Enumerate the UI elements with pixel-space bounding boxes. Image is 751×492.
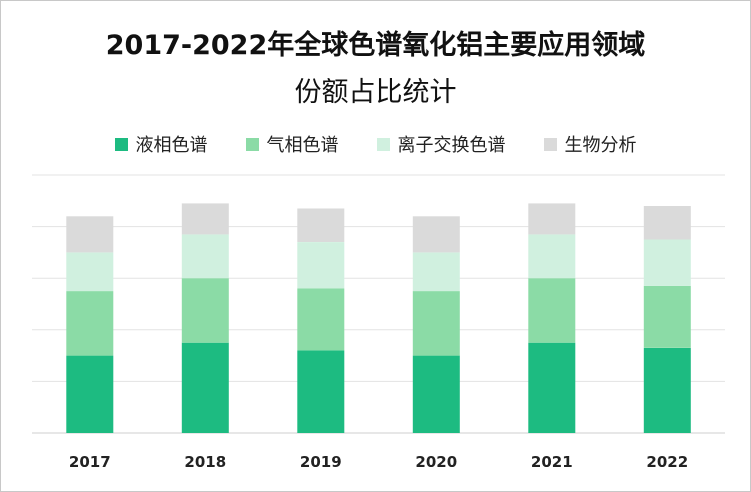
x-tick-label: 2022: [646, 453, 688, 471]
bar-segment: [528, 203, 576, 235]
legend-swatch: [543, 137, 557, 151]
legend-swatch: [245, 137, 259, 151]
bar-segment: [297, 242, 345, 289]
bar-segment: [412, 355, 460, 433]
bars: [66, 203, 691, 433]
bar-segment: [297, 208, 345, 242]
legend-item-ion-exchange: 离子交换色谱: [376, 131, 506, 157]
x-tick-label: 2020: [415, 453, 457, 471]
bar-segment: [66, 252, 114, 292]
x-axis-ticks: 2017 2018 2019 2020 2021 2022: [69, 453, 688, 471]
bar-segment: [297, 288, 345, 351]
bar-segment: [528, 278, 576, 343]
bar-segment: [643, 206, 691, 240]
bar-segment: [66, 355, 114, 433]
legend-item-gas: 气相色谱: [245, 131, 339, 157]
x-tick-label: 2019: [300, 453, 342, 471]
bar-segment: [643, 239, 691, 286]
bar-segment: [528, 342, 576, 433]
gridlines: [32, 174, 725, 434]
x-tick-label: 2021: [531, 453, 573, 471]
legend-swatch: [376, 137, 390, 151]
legend-label: 液相色谱: [135, 135, 208, 156]
bar-segment: [643, 347, 691, 433]
bar-segment: [643, 285, 691, 348]
bar-segment: [412, 216, 460, 253]
bar-segment: [412, 291, 460, 356]
legend-label: 生物分析: [564, 135, 637, 156]
bar-segment: [297, 350, 345, 433]
bar-segment: [181, 234, 229, 279]
bar-segment: [181, 342, 229, 433]
bar-segment: [66, 216, 114, 253]
legend: 液相色谱 气相色谱 离子交换色谱 生物分析: [0, 131, 751, 157]
bar-segment: [66, 291, 114, 356]
legend-label: 离子交换色谱: [397, 135, 506, 156]
bar-segment: [181, 278, 229, 343]
x-tick-label: 2017: [69, 453, 111, 471]
x-tick-label: 2018: [184, 453, 226, 471]
bar-segment: [412, 252, 460, 292]
bar-segment: [181, 203, 229, 235]
bar-segment: [528, 234, 576, 279]
legend-item-liquid: 液相色谱: [114, 131, 208, 157]
legend-item-bioanalysis: 生物分析: [543, 131, 637, 157]
legend-label: 气相色谱: [266, 135, 339, 156]
legend-swatch: [114, 137, 128, 151]
chart-title-line1: 2017-2022年全球色谱氧化铝主要应用领域: [105, 30, 646, 61]
chart-title-line2: 份额占比统计: [294, 77, 457, 108]
